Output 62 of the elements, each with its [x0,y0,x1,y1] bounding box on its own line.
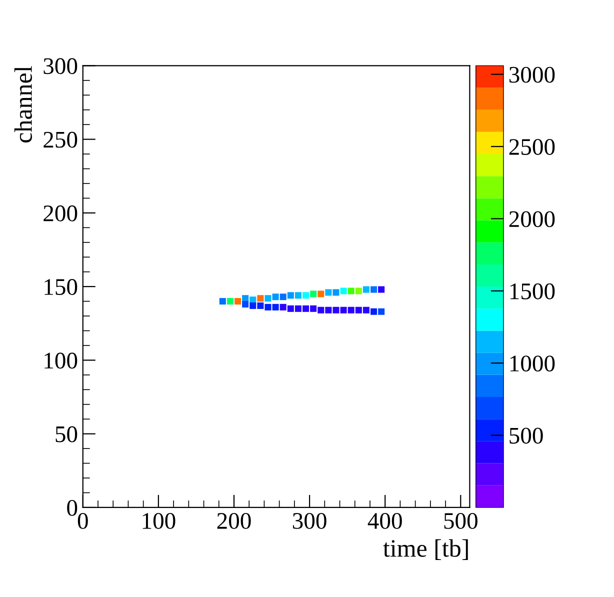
x-tick-label: 0 [78,512,88,529]
point [226,298,234,305]
point [294,305,302,312]
point [340,288,347,294]
y-tick-label: 100 [44,352,78,369]
point [370,308,378,315]
y-tick-label: 0 [67,500,78,516]
point [257,302,264,309]
point [325,306,332,314]
point [242,295,249,302]
y-tick-label: 200 [44,205,78,222]
point [302,305,310,312]
point [378,286,385,293]
point [302,292,310,299]
x-axis-title: time [tb] [383,539,468,560]
point [219,298,226,305]
point [264,304,272,310]
point [348,288,354,294]
color-bar-label: 2500 [509,139,555,155]
point [294,292,302,299]
point [272,304,279,310]
y-axis-title: channel [14,66,32,142]
point [370,286,378,293]
y-tick-label: 300 [44,58,78,74]
point [318,290,324,298]
x-tick-label: 500 [444,512,478,529]
color-bar-label: 1000 [510,356,555,372]
point [242,300,249,308]
color-bar-label: 1500 [510,283,555,300]
point [310,290,317,298]
x-tick-label: 100 [142,512,176,529]
point [250,296,256,304]
point [362,286,370,293]
point [355,288,362,294]
point [325,289,332,296]
y-tick-label: 250 [44,132,78,148]
point [264,295,272,302]
point [280,304,286,310]
color-bar-label: 2000 [509,211,555,228]
point [287,305,294,312]
point [287,292,294,299]
y-tick-label: 150 [44,279,78,295]
point [332,306,340,314]
point [234,298,242,305]
point [332,289,340,296]
x-tick-label: 300 [292,512,326,529]
x-tick-label: 400 [368,512,402,529]
point [355,306,362,314]
point [340,306,347,314]
point [257,295,264,302]
point [310,305,317,312]
point [378,308,385,315]
color-bar-label: 500 [510,428,543,444]
point [272,294,279,300]
point [318,306,324,314]
point [362,306,370,314]
y-tick-label: 50 [56,426,78,442]
x-tick-label: 200 [217,512,251,529]
point [280,294,286,300]
point [348,306,354,314]
color-bar-label: 3000 [509,66,555,83]
point [250,302,256,309]
